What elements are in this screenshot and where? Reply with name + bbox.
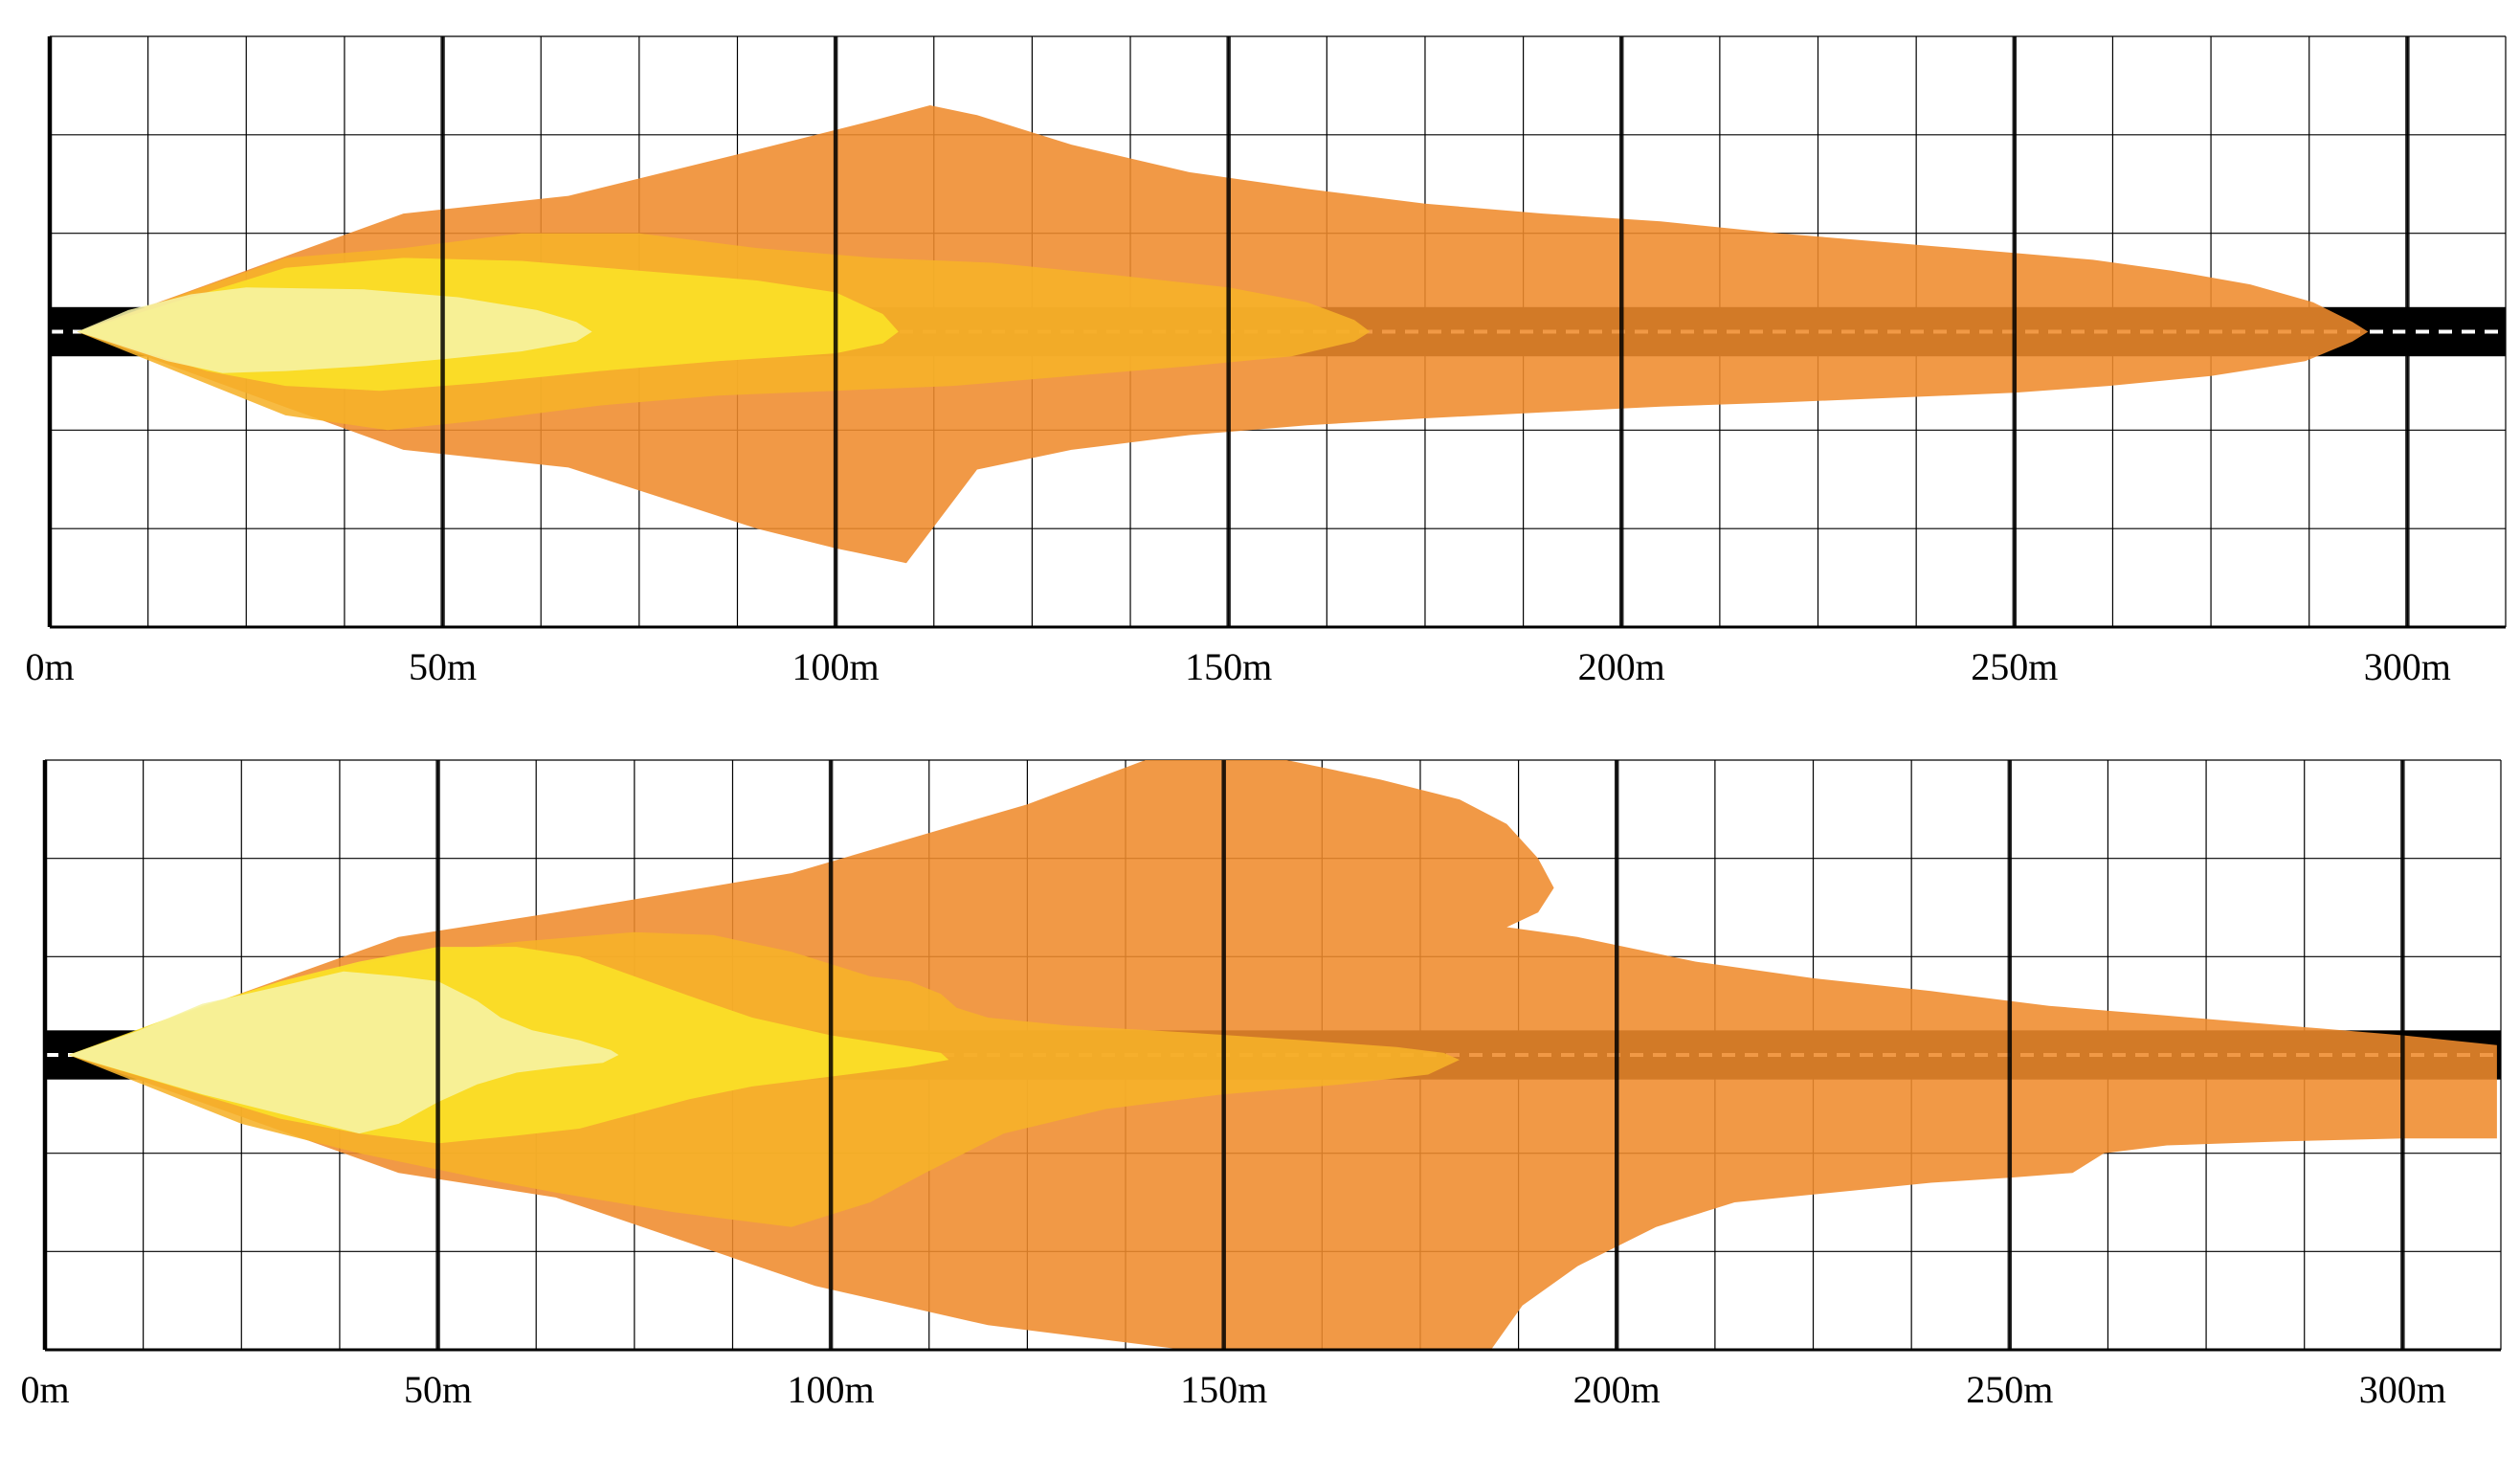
x-tick-label: 250m (1966, 1368, 2053, 1411)
x-tick-label: 150m (1185, 645, 1272, 688)
x-tick-label: 100m (792, 645, 880, 688)
illumination-zone-4 (68, 971, 619, 1134)
grid-major (42, 760, 2501, 1352)
x-tick-label: 300m (2364, 645, 2451, 688)
x-tick-label: 50m (404, 1368, 472, 1411)
grid-major (47, 36, 2506, 629)
x-tick-label: 0m (20, 1368, 69, 1411)
x-tick-label: 100m (788, 1368, 875, 1411)
x-tick-label: 0m (25, 645, 74, 688)
x-tick-label: 150m (1180, 1368, 1267, 1411)
x-tick-label: 200m (1573, 1368, 1661, 1411)
x-tick-label: 200m (1578, 645, 1665, 688)
x-tick-label: 300m (2359, 1368, 2446, 1411)
x-tick-label: 50m (409, 645, 477, 688)
diagram-2: 0m 50m 100m 150m 200m 250m 300m (20, 759, 2502, 1411)
illumination-zone-4 (77, 287, 592, 373)
x-tick-label: 250m (1971, 645, 2058, 688)
diagram-1: 0m 50m 100m 150m 200m 250m 300m (25, 35, 2507, 688)
